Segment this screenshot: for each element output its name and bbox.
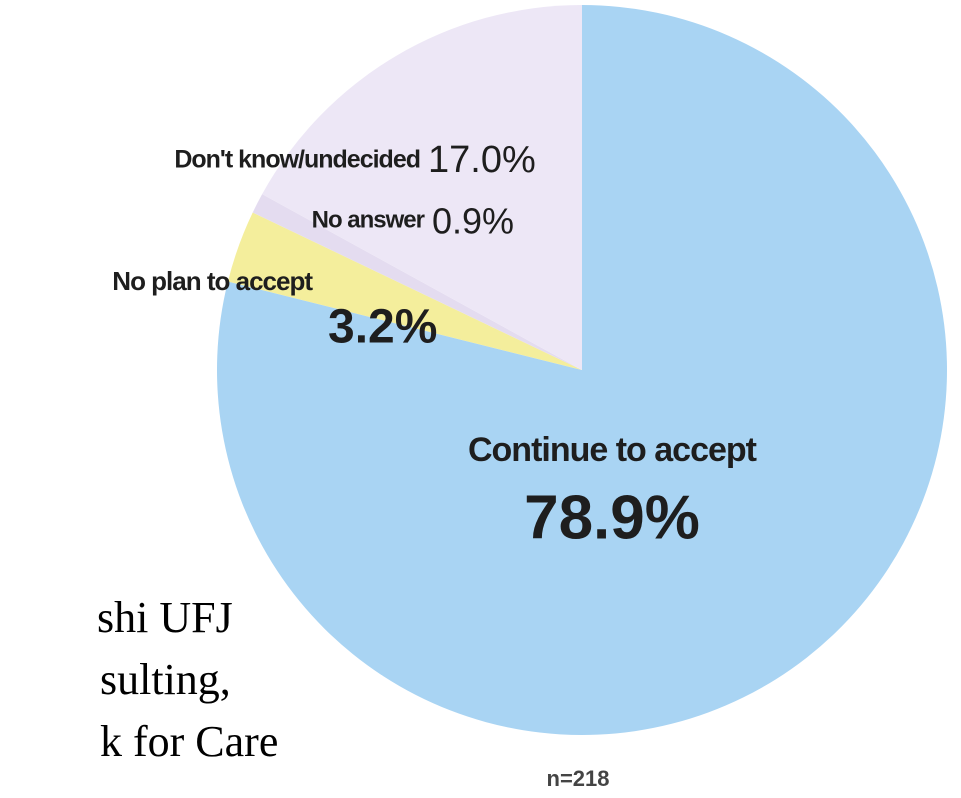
pie-slice bbox=[217, 5, 948, 736]
pie-slice bbox=[227, 212, 582, 370]
pie-slice bbox=[262, 5, 582, 370]
source-text: k for Care bbox=[100, 717, 278, 766]
value-label: 78.9% bbox=[524, 483, 700, 552]
value-label: 0.9% bbox=[432, 201, 514, 242]
value-label: 17.0% bbox=[428, 139, 536, 181]
category-label: No plan to accept bbox=[112, 266, 313, 296]
pie-slice bbox=[252, 194, 582, 370]
source-text: sulting, bbox=[100, 655, 231, 704]
pie bbox=[217, 5, 948, 736]
labels: Continue to accept 78.9% No plan to accept… bbox=[112, 139, 757, 552]
category-label: Continue to accept bbox=[468, 431, 757, 469]
category-label: Don't know/undecided bbox=[174, 146, 420, 174]
source-text: shi UFJ bbox=[97, 593, 233, 642]
value-label: 3.2% bbox=[328, 301, 437, 354]
category-label: No answer bbox=[312, 206, 425, 233]
sample-note: n=218 bbox=[547, 766, 610, 791]
